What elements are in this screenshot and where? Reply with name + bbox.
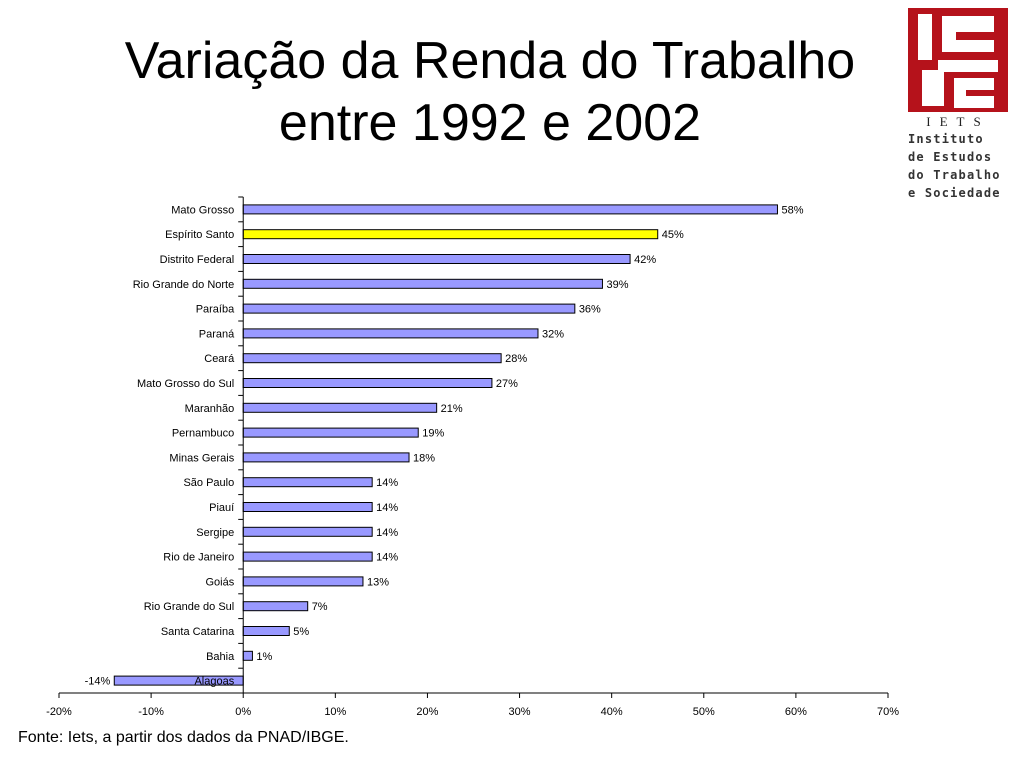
x-tick-label-4: 20% [416, 706, 438, 718]
category-label-14: Rio de Janeiro [163, 552, 234, 564]
category-label-13: Sergipe [196, 527, 234, 539]
bar-2 [242, 254, 631, 264]
category-label-17: Santa Catarina [161, 626, 235, 638]
category-label-11: São Paulo [183, 477, 234, 489]
category-label-7: Mato Grosso do Sul [137, 378, 234, 390]
bar-5 [242, 328, 539, 339]
bar-8 [242, 402, 438, 413]
category-label-2: Distrito Federal [160, 254, 235, 266]
category-label-5: Paraná [199, 328, 235, 340]
category-label-10: Minas Gerais [169, 452, 234, 464]
logo-line-1: Instituto [908, 132, 984, 146]
data-label-14: 14% [376, 552, 398, 564]
title-line-2: entre 1992 e 2002 [278, 94, 702, 152]
data-label-5: 32% [542, 328, 564, 340]
iets-logo: IETS Instituto de Estudos do Trabalho e … [906, 8, 1010, 200]
bar-7 [242, 378, 493, 388]
bar-4 [242, 303, 576, 314]
category-label-1: Espírito Santo [165, 229, 234, 241]
data-label-12: 14% [376, 502, 398, 514]
bar-10 [242, 452, 410, 463]
category-label-12: Piauí [209, 502, 234, 514]
category-label-15: Goiás [205, 576, 234, 588]
category-label-3: Rio Grande do Norte [133, 279, 235, 291]
data-label-4: 36% [579, 304, 601, 316]
data-label-10: 18% [413, 452, 435, 464]
data-label-11: 14% [376, 477, 398, 489]
logo-acronym: IETS [926, 114, 990, 129]
logo-line-3: do Trabalho [908, 168, 1001, 182]
iets-logo-mark-icon [908, 8, 1008, 112]
bar-1 [242, 229, 659, 240]
data-label-7: 27% [496, 378, 518, 390]
bar-9 [242, 427, 419, 438]
bar-17 [242, 626, 290, 636]
bar-12 [242, 502, 373, 512]
logo-line-4: e Sociedade [908, 186, 1001, 200]
category-label-4: Paraíba [196, 304, 235, 316]
data-label-1: 45% [662, 229, 684, 241]
bar-6 [242, 353, 502, 364]
bar-16 [242, 601, 309, 612]
data-label-13: 14% [376, 527, 398, 539]
category-label-8: Maranhão [185, 403, 235, 415]
category-label-16: Rio Grande do Sul [144, 601, 235, 613]
x-tick-label-1: -10% [138, 706, 164, 718]
data-label-19: -14% [85, 676, 111, 688]
bar-15 [242, 576, 364, 587]
data-label-9: 19% [422, 428, 444, 440]
category-label-9: Pernambuco [172, 428, 234, 440]
bar-13 [242, 526, 373, 537]
data-label-16: 7% [312, 601, 328, 613]
slide-title: Variação da Renda do Trabalho entre 1992… [60, 30, 920, 154]
x-tick-label-7: 50% [693, 706, 715, 718]
data-label-6: 28% [505, 353, 527, 365]
title-line-1: Variação da Renda do Trabalho [124, 32, 856, 90]
logo-line-2: de Estudos [908, 150, 993, 164]
x-tick-label-2: 0% [235, 706, 251, 718]
x-tick-label-5: 30% [509, 706, 531, 718]
data-label-0: 58% [781, 204, 803, 216]
data-label-15: 13% [367, 576, 389, 588]
bar-11 [242, 477, 373, 488]
bar-3 [242, 278, 603, 289]
category-label-0: Mato Grosso [171, 204, 234, 216]
category-label-6: Ceará [204, 353, 235, 365]
x-tick-label-9: 70% [877, 706, 899, 718]
bar-18 [242, 650, 253, 661]
x-tick-label-6: 40% [601, 706, 623, 718]
bar-14 [242, 551, 373, 562]
bar-0 [242, 204, 778, 215]
x-tick-label-3: 10% [324, 706, 346, 718]
data-label-8: 21% [441, 403, 463, 415]
source-note: Fonte: Iets, a partir dos dados da PNAD/… [18, 729, 349, 746]
data-label-18: 1% [256, 651, 272, 663]
data-label-3: 39% [606, 279, 628, 291]
x-tick-label-0: -20% [46, 706, 72, 718]
data-label-17: 5% [293, 626, 309, 638]
category-label-19: Alagoas [194, 676, 234, 688]
x-tick-label-8: 60% [785, 706, 807, 718]
category-label-18: Bahia [206, 651, 235, 663]
data-label-2: 42% [634, 254, 656, 266]
